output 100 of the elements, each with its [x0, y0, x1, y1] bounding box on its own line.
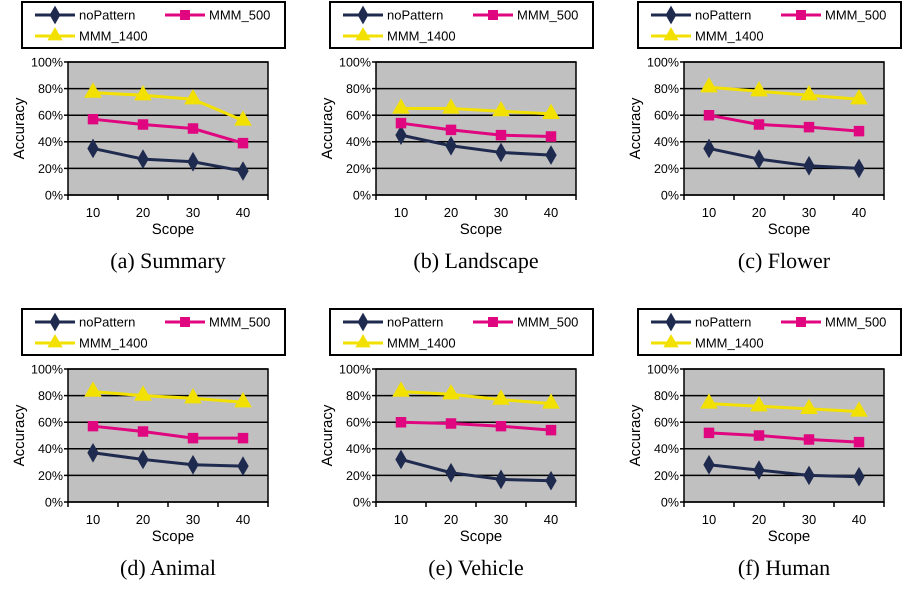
- legend-label: noPattern: [387, 314, 444, 330]
- y-tick-label: 20%: [346, 468, 371, 483]
- text: (c) Flower: [738, 248, 831, 273]
- y-tick-label: 20%: [38, 162, 63, 176]
- legend-label: MMM_1400: [387, 28, 456, 44]
- legend-label: MMM_1400: [79, 28, 148, 44]
- y-tick-label: 60%: [346, 416, 371, 430]
- y-tick-label: 80%: [654, 388, 679, 403]
- point: [188, 432, 198, 444]
- point: [84, 82, 102, 98]
- legend-label: noPattern: [695, 314, 752, 330]
- y-tick-label: 0%: [44, 188, 63, 202]
- legend-label: noPattern: [79, 8, 136, 23]
- y-tick-label: 40%: [654, 135, 679, 150]
- x-tick-label: 10: [702, 512, 716, 527]
- x-tick-label: 30: [494, 205, 508, 220]
- y-tick-label: 60%: [346, 108, 371, 123]
- point: [850, 402, 868, 417]
- y-tick-label: 0%: [660, 188, 679, 202]
- x-tick-label: 40: [852, 205, 866, 220]
- point: [492, 102, 510, 116]
- y-tick-label: 20%: [38, 468, 63, 483]
- y-tick-label: 40%: [346, 135, 371, 150]
- point: [800, 86, 818, 100]
- x-tick-label: 40: [544, 512, 558, 527]
- text: (b) Landscape: [413, 248, 539, 273]
- legend-label: MMM_500: [209, 8, 270, 23]
- point: [234, 392, 252, 408]
- legend-label: MMM_1400: [387, 336, 456, 351]
- x-tick-label: 40: [236, 512, 250, 527]
- y-tick-label: 60%: [654, 108, 679, 123]
- x-tick-label: 40: [852, 512, 866, 527]
- x-tick-label: 30: [186, 205, 200, 220]
- point: [442, 98, 460, 114]
- y-tick-label: 100%: [647, 362, 679, 376]
- point: [138, 119, 148, 130]
- point: [396, 416, 406, 428]
- point: [542, 104, 560, 119]
- legend-label: MMM_500: [825, 8, 886, 23]
- point: [84, 382, 102, 397]
- point: [238, 138, 248, 148]
- point: [492, 390, 510, 405]
- x-tick-label: 40: [236, 205, 250, 220]
- point: [542, 394, 560, 409]
- text: (a) Summary: [110, 248, 226, 273]
- point: [546, 131, 556, 142]
- x-tick-label: 30: [186, 512, 200, 527]
- point: [188, 123, 198, 134]
- y-tick-label: 100%: [647, 55, 679, 70]
- point: [446, 418, 456, 429]
- y-tick-label: 20%: [654, 468, 679, 483]
- y-tick-label: 60%: [38, 108, 63, 123]
- y-axis-title: Accuracy: [627, 404, 644, 466]
- y-tick-label: 20%: [654, 162, 679, 176]
- point: [184, 388, 202, 404]
- point: [184, 90, 202, 104]
- x-tick-label: 30: [802, 512, 816, 527]
- legend-label: noPattern: [387, 8, 444, 23]
- x-tick-label: 30: [494, 512, 508, 527]
- point: [496, 130, 506, 140]
- point: [804, 122, 814, 132]
- text: (d) Animal: [120, 555, 216, 580]
- y-tick-label: 80%: [38, 388, 63, 403]
- y-tick-label: 60%: [38, 416, 63, 430]
- y-tick-label: 100%: [339, 362, 371, 376]
- legend-label: MMM_500: [209, 314, 270, 330]
- x-tick-label: 10: [86, 205, 100, 220]
- text: (e) Vehicle: [428, 555, 524, 580]
- x-tick-label: 10: [394, 512, 408, 527]
- point: [392, 98, 410, 114]
- x-tick-label: 20: [444, 512, 458, 527]
- text: (f) Human: [738, 555, 830, 580]
- legend-label: MMM_500: [517, 8, 578, 23]
- point: [700, 394, 718, 409]
- point: [496, 420, 506, 432]
- y-tick-label: 0%: [660, 495, 679, 510]
- x-axis-title: Scope: [768, 528, 810, 545]
- point: [854, 126, 864, 136]
- x-tick-label: 10: [86, 512, 100, 527]
- y-axis-title: Accuracy: [11, 404, 28, 466]
- y-tick-label: 80%: [346, 82, 371, 96]
- y-axis-title: Accuracy: [319, 404, 336, 466]
- x-tick-label: 20: [752, 205, 766, 220]
- point: [854, 436, 864, 448]
- point: [134, 86, 152, 100]
- x-tick-label: 20: [136, 205, 150, 220]
- x-tick-label: 30: [802, 205, 816, 220]
- x-tick-label: 40: [544, 205, 558, 220]
- point: [800, 399, 818, 414]
- y-tick-label: 100%: [339, 55, 371, 70]
- legend-label: MMM_1400: [79, 336, 148, 351]
- y-tick-label: 0%: [352, 495, 371, 510]
- point: [446, 124, 456, 136]
- point: [442, 384, 460, 400]
- x-axis-title: Scope: [460, 528, 502, 545]
- legend-label: MMM_1400: [695, 28, 764, 44]
- legend-label: noPattern: [695, 8, 752, 23]
- legend-label: MMM_500: [517, 314, 578, 330]
- point: [804, 434, 814, 445]
- legend-label: noPattern: [79, 314, 136, 330]
